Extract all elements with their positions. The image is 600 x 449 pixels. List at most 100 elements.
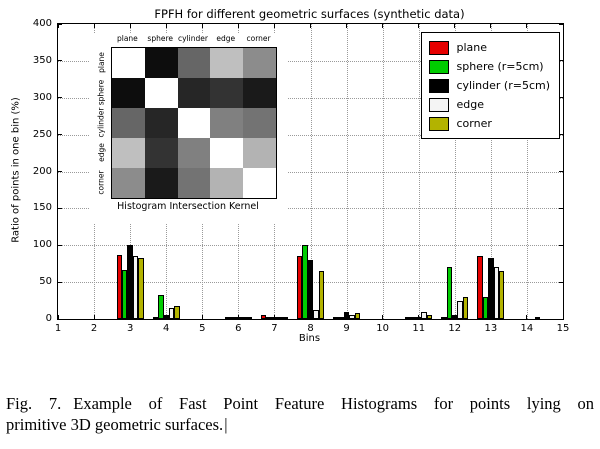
x-tick-label: 1 [54, 323, 62, 334]
x-tick-label: 5 [199, 323, 206, 334]
y-tick-mark [58, 207, 62, 209]
bar-sphere-bin-3 [122, 269, 128, 319]
v-gridline [454, 24, 456, 319]
x-tick-mark [129, 24, 131, 28]
bar-plane-bin-6 [224, 317, 231, 319]
bar-cylinder-bin-12 [452, 315, 458, 319]
x-tick-label: 7 [271, 323, 278, 334]
heatmap-cell [177, 78, 211, 108]
heatmap-column-labels: plane sphere cylinder edge corner [111, 34, 275, 46]
figure-caption: Fig. 7. Example of Fast Point Feature His… [6, 393, 594, 435]
legend-label: plane [456, 41, 488, 54]
x-tick-label: 14 [520, 323, 534, 334]
v-gridline [382, 24, 384, 319]
bar-edge-bin-13 [493, 267, 499, 319]
y-tick-mark [559, 244, 563, 246]
heatmap-column-label: cylinder [178, 34, 208, 43]
bar-corner-bin-8 [318, 271, 325, 319]
v-gridline [310, 24, 312, 319]
bar-cylinder-bin-6 [235, 317, 242, 319]
bar-plane-bin-7 [260, 314, 267, 319]
bar-edge-bin-9 [349, 315, 355, 319]
v-gridline [418, 24, 420, 319]
legend-entry: corner [428, 114, 551, 133]
x-tick-label: 10 [376, 323, 389, 334]
bar-corner-bin-14 [535, 316, 541, 319]
x-tick-mark [526, 24, 528, 28]
bar-plane-bin-13 [477, 256, 483, 319]
bar-cylinder-bin-9 [343, 311, 350, 319]
heatmap-column-label: edge [216, 34, 236, 43]
x-tick-mark [273, 24, 275, 28]
y-tick-label: 250 [32, 128, 52, 140]
bar-plane-bin-11 [405, 317, 411, 319]
x-tick-mark [93, 24, 95, 28]
bar-plane-bin-12 [441, 317, 447, 319]
legend-swatch [428, 40, 449, 55]
inset-heatmap: plane sphere cylinder edge corner plane spher… [89, 34, 287, 224]
y-tick-label: 150 [32, 202, 52, 214]
heatmap-cell [112, 108, 145, 138]
y-tick-mark [559, 97, 563, 99]
bar-edge-bin-7 [277, 317, 283, 319]
bar-corner-bin-4 [174, 306, 180, 319]
bar-corner-bin-6 [246, 317, 252, 319]
heatmap-cell [177, 108, 211, 138]
heatmap-cell [243, 138, 276, 168]
bar-cylinder-bin-11 [416, 316, 422, 319]
bar-edge-bin-6 [241, 317, 247, 319]
text-cursor: | [224, 415, 228, 435]
x-tick-mark [201, 315, 203, 319]
y-tick-mark [58, 23, 62, 25]
bar-sphere-bin-8 [302, 245, 308, 319]
x-tick-mark [382, 24, 384, 28]
x-tick-mark [346, 24, 348, 28]
y-tick-mark [58, 318, 62, 320]
v-gridline [346, 24, 348, 319]
bar-edge-bin-8 [313, 310, 319, 319]
heatmap-grid [111, 47, 277, 199]
bar-plane-bin-8 [296, 256, 303, 319]
heatmap-cell [177, 168, 211, 198]
heatmap-cell [210, 48, 244, 78]
bar-sphere-bin-7 [266, 317, 272, 319]
heatmap-row-label: corner [96, 169, 106, 195]
x-tick-mark [562, 315, 564, 319]
heatmap-row-label-cell: plane [93, 47, 109, 77]
heatmap-cell [210, 78, 244, 108]
y-tick-label: 300 [32, 91, 52, 103]
bar-edge-bin-12 [457, 300, 463, 319]
y-tick-mark [559, 134, 563, 136]
plot-area: 0 50 100 150 200 250 300 350 400 1 2 3 4 5 6 7 8 9 10 11 12 1… [33, 18, 569, 334]
x-tick-label: 15 [556, 323, 570, 334]
heatmap-cell [243, 108, 276, 138]
x-tick-label: 11 [412, 323, 426, 334]
bar-sphere-bin-9 [338, 317, 344, 319]
y-tick-label: 400 [32, 18, 52, 29]
heatmap-row-label: plane [96, 51, 106, 73]
x-tick-mark [57, 24, 59, 28]
bar-corner-bin-11 [426, 315, 433, 319]
bar-sphere-bin-4 [158, 294, 164, 319]
heatmap-cell [243, 48, 276, 78]
y-tick-label: 50 [39, 276, 52, 288]
legend-swatch [428, 78, 449, 93]
heatmap-cell [210, 138, 244, 168]
bar-corner-bin-13 [498, 271, 505, 319]
x-tick-mark [382, 315, 384, 319]
legend-entry: edge [428, 95, 551, 114]
y-tick-mark [58, 134, 62, 136]
x-tick-mark [562, 24, 564, 28]
x-axis-label: Bins [298, 333, 321, 344]
heatmap-row-labels: plane sphere cylinder edge corner [93, 47, 109, 197]
legend-swatch [428, 97, 449, 112]
x-tick-mark [237, 24, 239, 28]
heatmap-cell [144, 108, 178, 138]
heatmap-cell [243, 168, 276, 198]
bar-corner-bin-7 [282, 317, 288, 319]
x-tick-label: 8 [307, 323, 314, 334]
caption-line-1: Fig. 7. Example of Fast Point Feature His… [6, 393, 594, 414]
bar-sphere-bin-12 [446, 267, 453, 319]
heatmap-cell [112, 78, 145, 108]
y-tick-mark [559, 171, 563, 172]
